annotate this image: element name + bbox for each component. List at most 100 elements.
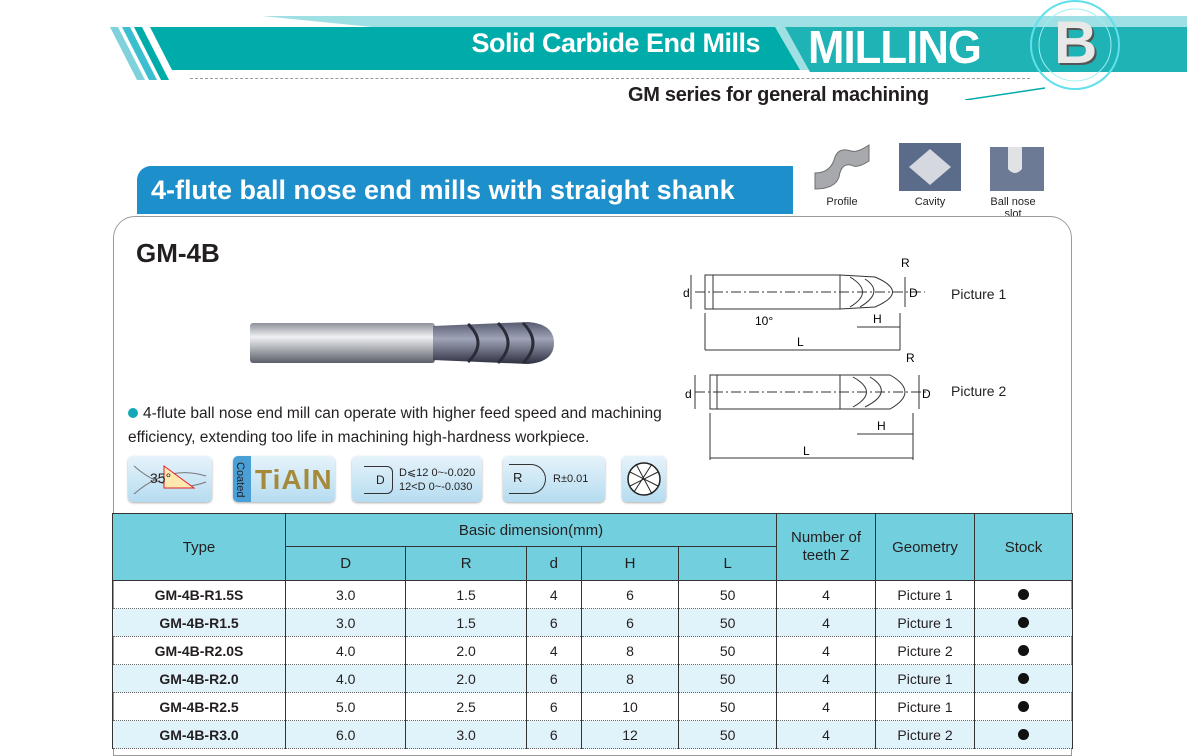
cell-d: 6 bbox=[525, 692, 582, 721]
application-profile: Profile bbox=[810, 143, 874, 208]
dim-H: H bbox=[877, 419, 886, 433]
in-stock-icon bbox=[1018, 728, 1029, 740]
cell-Z: 4 bbox=[776, 608, 876, 637]
coated-label: Coated bbox=[234, 462, 246, 498]
cell-geometry: Picture 2 bbox=[875, 636, 975, 665]
helix-angle: 35° bbox=[150, 470, 172, 486]
cell-D: 4.0 bbox=[284, 664, 407, 693]
cell-L: 50 bbox=[678, 692, 777, 721]
cell-L: 50 bbox=[678, 636, 777, 665]
radius-tolerance: R±0.01 bbox=[553, 473, 589, 485]
header-stock: Stock bbox=[974, 513, 1073, 581]
table-row: GM-4B-R2.0 4.0 2.0 6 8 50 4 Picture 1 bbox=[112, 664, 1073, 693]
cell-Z: 4 bbox=[776, 636, 876, 665]
header-geometry: Geometry bbox=[875, 513, 975, 581]
cell-d: 6 bbox=[525, 664, 582, 693]
dim-angle: 10° bbox=[755, 314, 773, 328]
table-row: GM-4B-R3.0 6.0 3.0 6 12 50 4 Picture 2 bbox=[112, 720, 1073, 749]
cell-H: 12 bbox=[580, 720, 680, 749]
cell-L: 50 bbox=[678, 664, 777, 693]
cell-d: 6 bbox=[525, 608, 582, 637]
cell-d: 4 bbox=[525, 636, 582, 665]
diameter-tolerance-feature: D D⩽12 0~-0.020 12<D 0~-0.030 bbox=[352, 456, 482, 502]
application-label: Profile bbox=[826, 196, 858, 208]
end-mill-image bbox=[250, 321, 554, 365]
product-title: 4-flute ball nose end mills with straigh… bbox=[137, 166, 793, 214]
flute-section-icon bbox=[627, 462, 661, 496]
tolerance-D-label: D bbox=[376, 473, 385, 487]
cell-d: 6 bbox=[525, 720, 582, 749]
category-title: MILLING bbox=[808, 21, 982, 73]
table-row: GM-4B-R1.5 3.0 1.5 6 6 50 4 Picture 1 bbox=[112, 608, 1073, 637]
cell-L: 50 bbox=[678, 580, 777, 609]
cell-type: GM-4B-R1.5S bbox=[112, 580, 286, 609]
header-R: R bbox=[405, 546, 527, 581]
cell-type: GM-4B-R1.5 bbox=[112, 608, 286, 637]
dim-L: L bbox=[797, 335, 804, 349]
dim-d: d bbox=[683, 286, 690, 300]
cell-type: GM-4B-R2.5 bbox=[112, 692, 286, 721]
cell-H: 10 bbox=[580, 692, 680, 721]
description-text: 4-flute ball nose end mill can operate w… bbox=[128, 405, 662, 446]
cell-stock bbox=[974, 608, 1073, 637]
dim-H: H bbox=[873, 312, 882, 326]
in-stock-icon bbox=[1018, 700, 1029, 712]
dim-d: d bbox=[685, 387, 692, 401]
header-teeth: Number of teeth Z bbox=[776, 513, 876, 581]
dim-R: R bbox=[906, 351, 915, 365]
cell-H: 8 bbox=[580, 636, 680, 665]
cell-geometry: Picture 2 bbox=[875, 720, 975, 749]
bullet-icon bbox=[128, 408, 138, 418]
cell-D: 6.0 bbox=[284, 720, 407, 749]
radius-R-label: R bbox=[513, 470, 523, 485]
cell-R: 2.5 bbox=[405, 692, 527, 721]
in-stock-icon bbox=[1018, 588, 1029, 600]
diagram-picture-1: d D R H L 10° bbox=[683, 256, 925, 351]
cell-type: GM-4B-R2.0 bbox=[112, 664, 286, 693]
cell-stock bbox=[974, 692, 1073, 721]
flute-cross-section-feature bbox=[622, 456, 666, 502]
tolerance-line-2: 12<D 0~-0.030 bbox=[399, 481, 473, 493]
section-title: Solid Carbide End Mills bbox=[471, 28, 760, 58]
divider bbox=[190, 78, 1030, 79]
helix-icon bbox=[133, 465, 207, 495]
cell-R: 1.5 bbox=[405, 608, 527, 637]
dim-R: R bbox=[901, 256, 910, 270]
specification-table: Type Basic dimension(mm) Number of teeth… bbox=[112, 513, 1073, 749]
cell-R: 1.5 bbox=[405, 580, 527, 609]
cell-geometry: Picture 1 bbox=[875, 580, 975, 609]
cell-stock bbox=[974, 664, 1073, 693]
coating-name: TiAlN bbox=[255, 464, 333, 495]
cell-L: 50 bbox=[678, 720, 777, 749]
radius-tolerance-feature: R R±0.01 bbox=[503, 456, 605, 502]
series-subtitle: GM series for general machining bbox=[628, 84, 929, 106]
diagram-picture-2: d D R H L bbox=[685, 351, 931, 460]
in-stock-icon bbox=[1018, 616, 1029, 628]
header-L: L bbox=[678, 546, 777, 581]
dim-D: D bbox=[922, 387, 931, 401]
helix-angle-feature: 35° bbox=[128, 456, 212, 502]
application-cavity: Cavity bbox=[898, 143, 962, 208]
header-band bbox=[110, 0, 1187, 100]
coating-feature: Coated TiAlN bbox=[233, 456, 335, 502]
cell-stock bbox=[974, 720, 1073, 749]
header-D: D bbox=[284, 546, 407, 581]
cell-Z: 4 bbox=[776, 580, 876, 609]
cell-D: 5.0 bbox=[284, 692, 407, 721]
cell-D: 3.0 bbox=[284, 608, 407, 637]
in-stock-icon bbox=[1018, 644, 1029, 656]
cell-type: GM-4B-R3.0 bbox=[112, 720, 286, 749]
in-stock-icon bbox=[1018, 672, 1029, 684]
application-ball-nose-slot: Ball nose slot bbox=[984, 143, 1044, 220]
cell-geometry: Picture 1 bbox=[875, 664, 975, 693]
picture-1-label: Picture 1 bbox=[951, 286, 1007, 302]
cell-Z: 4 bbox=[776, 664, 876, 693]
cell-H: 8 bbox=[580, 664, 680, 693]
cell-H: 6 bbox=[580, 580, 680, 609]
dim-D: D bbox=[909, 286, 918, 300]
cell-Z: 4 bbox=[776, 720, 876, 749]
cell-d: 4 bbox=[525, 580, 582, 609]
table-row: GM-4B-R2.5 5.0 2.5 6 10 50 4 Picture 1 bbox=[112, 692, 1073, 721]
picture-2-label: Picture 2 bbox=[951, 383, 1007, 399]
cell-D: 3.0 bbox=[284, 580, 407, 609]
